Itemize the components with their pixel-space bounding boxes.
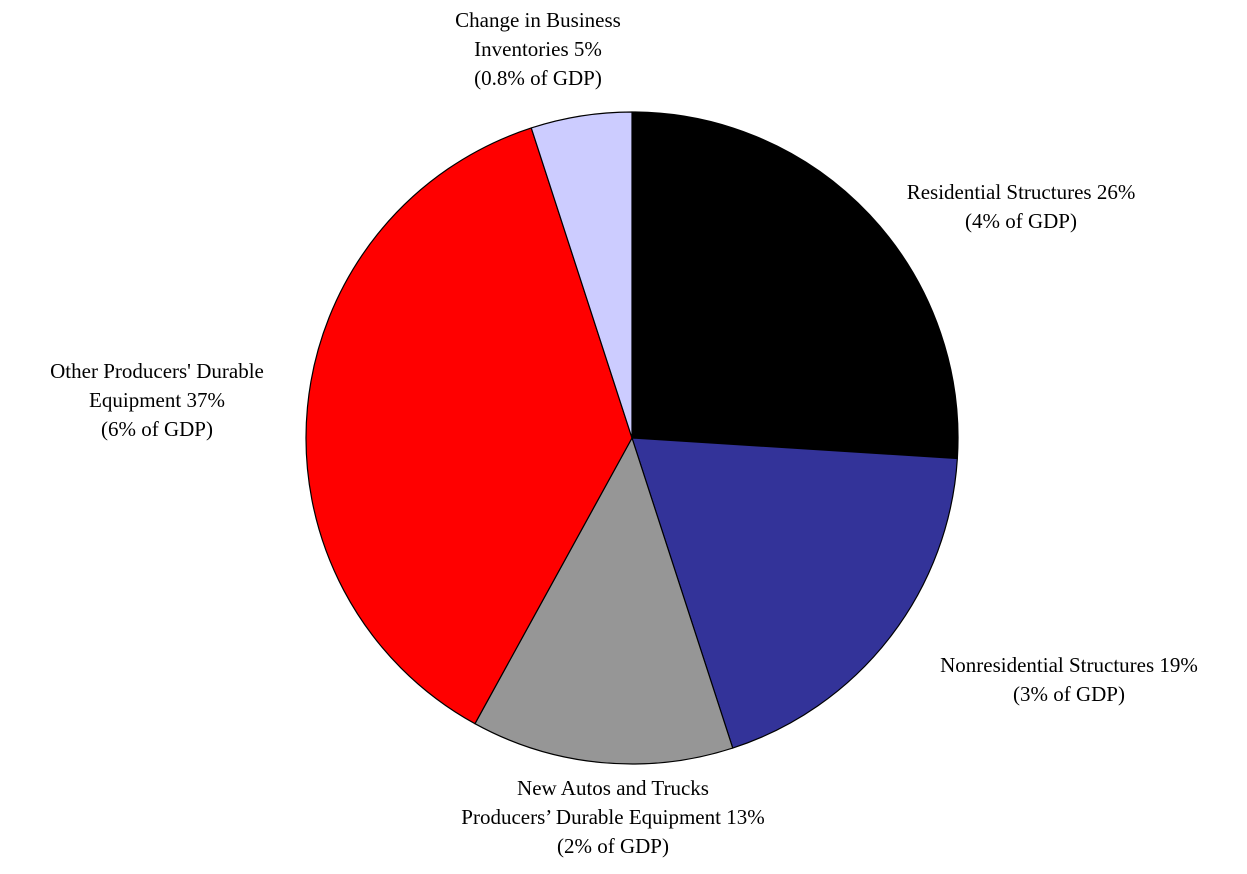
slice-label-new-autos-and-trucks-producers-durable-equipment: New Autos and Trucks Producers’ Durable E… <box>461 776 764 858</box>
pie-slice-change-in-business-inventories <box>530 111 633 439</box>
slice-label-other-producers-durable-equipment: Other Producers' Durable Equipment 37% (6%… <box>50 359 264 441</box>
pie-slices <box>305 111 959 765</box>
slice-label-line: Residential Structures 26% <box>907 180 1136 204</box>
slice-label-line: Inventories 5% <box>474 37 602 61</box>
slice-label-line: (3% of GDP) <box>1013 682 1125 706</box>
pie-slice-other-producers-durable-equipment <box>305 127 633 725</box>
slice-label-line: Nonresidential Structures 19% <box>940 653 1198 677</box>
slice-label-line: New Autos and Trucks <box>517 776 709 800</box>
slice-label-line: (0.8% of GDP) <box>474 66 602 90</box>
slice-label-line: Other Producers' Durable <box>50 359 264 383</box>
pie-slice-new-autos-and-trucks-producers-durable-equipment <box>474 437 734 765</box>
slice-label-line: Equipment 37% <box>89 388 225 412</box>
slice-label-nonresidential-structures: Nonresidential Structures 19% (3% of GDP) <box>940 653 1198 706</box>
slice-label-residential-structures: Residential Structures 26% (4% of GDP) <box>907 180 1136 233</box>
slice-label-line: Producers’ Durable Equipment 13% <box>461 805 764 829</box>
slice-label-line: (4% of GDP) <box>965 209 1077 233</box>
slice-label-line: (2% of GDP) <box>557 834 669 858</box>
slice-label-change-in-business-inventories: Change in Business Inventories 5% (0.8% of… <box>455 8 621 90</box>
slice-label-line: Change in Business <box>455 8 621 32</box>
slice-labels: Residential Structures 26% (4% of GDP) Non… <box>50 8 1198 858</box>
pie-slice-nonresidential-structures <box>631 437 958 749</box>
slice-label-line: (6% of GDP) <box>101 417 213 441</box>
pie-slice-residential-structures <box>631 111 959 460</box>
